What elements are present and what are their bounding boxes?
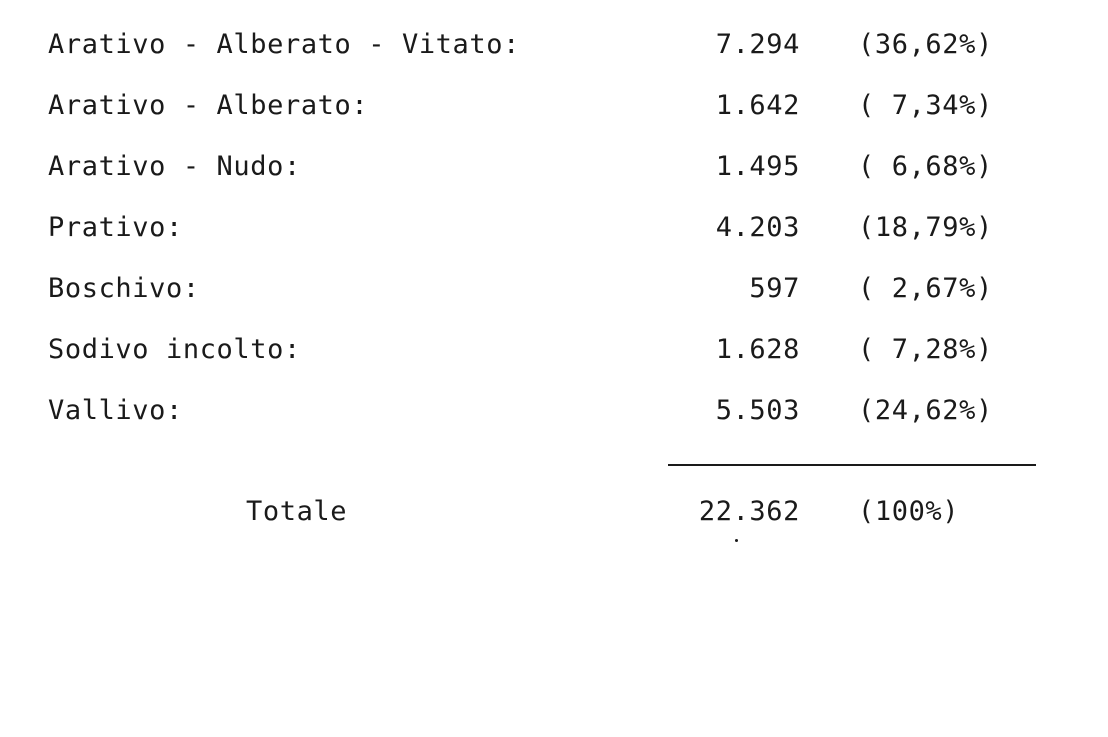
row-percentage: ( 7,34%) — [858, 90, 993, 121]
row-percentage: ( 6,68%) — [858, 151, 993, 182]
table-row: Prativo: 4.203 (18,79%) — [0, 203, 1108, 253]
row-label: Prativo: — [48, 212, 183, 243]
land-use-table: Arativo - Alberato - Vitato: 7.294 (36,6… — [0, 20, 1108, 542]
row-percentage: (18,79%) — [858, 212, 993, 243]
table-row: Sodivo incolto: 1.628 ( 7,28%) — [0, 325, 1108, 375]
row-percentage: (24,62%) — [858, 395, 993, 426]
row-value: 7.294 — [715, 29, 800, 60]
row-label: Vallivo: — [48, 395, 183, 426]
row-value: 1.642 — [715, 90, 800, 121]
total-divider — [668, 464, 1036, 466]
total-label: Totale — [246, 496, 348, 527]
row-value: 4.203 — [715, 212, 800, 243]
total-row: Totale 22.362 (100%) — [0, 487, 1108, 537]
table-row: Boschivo: 597 ( 2,67%) — [0, 264, 1108, 314]
row-value: 597 — [749, 273, 800, 304]
row-label: Sodivo incolto: — [48, 334, 301, 365]
row-percentage: ( 2,67%) — [858, 273, 993, 304]
row-value: 5.503 — [715, 395, 800, 426]
scan-speck — [735, 539, 738, 542]
row-label: Arativo - Alberato: — [48, 90, 369, 121]
row-value: 1.628 — [715, 334, 800, 365]
row-value: 1.495 — [715, 151, 800, 182]
row-percentage: (36,62%) — [858, 29, 993, 60]
row-label: Boschivo: — [48, 273, 200, 304]
row-percentage: ( 7,28%) — [858, 334, 993, 365]
total-percentage: (100%) — [858, 496, 960, 527]
row-label: Arativo - Alberato - Vitato: — [48, 29, 520, 60]
table-row: Vallivo: 5.503 (24,62%) — [0, 386, 1108, 436]
table-row: Arativo - Alberato: 1.642 ( 7,34%) — [0, 81, 1108, 131]
total-value: 22.362 — [698, 496, 800, 527]
table-row: Arativo - Alberato - Vitato: 7.294 (36,6… — [0, 20, 1108, 70]
table-row: Arativo - Nudo: 1.495 ( 6,68%) — [0, 142, 1108, 192]
row-label: Arativo - Nudo: — [48, 151, 301, 182]
